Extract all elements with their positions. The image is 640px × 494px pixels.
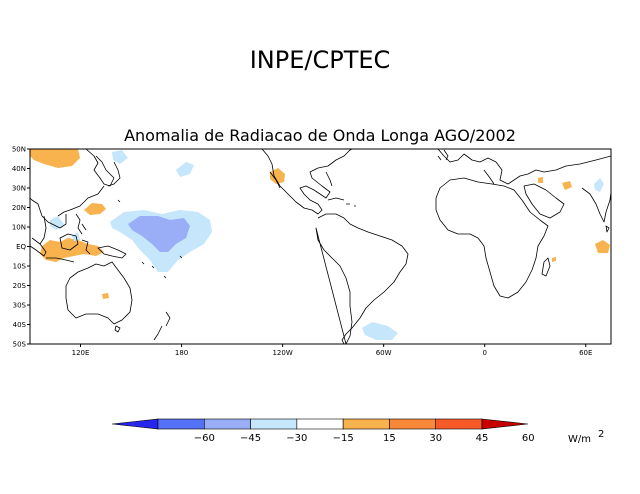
- colorbar-segment: [342, 418, 390, 430]
- positive-anomaly-arabia-1: [538, 177, 543, 183]
- positive-anomaly-arabia-2: [562, 181, 572, 190]
- lat-tick-label: 30N: [12, 185, 26, 193]
- colorbar-low-arrow: [111, 418, 159, 430]
- sulawesi: [81, 239, 91, 255]
- anomaly-shading: [30, 149, 610, 340]
- map-title: Anomalia de Radiacao de Onda Longa AGO/2…: [124, 126, 516, 145]
- lat-tick-label: 10S: [13, 263, 27, 271]
- colorbar-segment: [435, 418, 483, 430]
- organization-title: INPE/CPTEC: [250, 46, 391, 74]
- units-exponent: 2: [598, 429, 604, 440]
- borneo: [59, 233, 79, 251]
- australia: [65, 261, 133, 325]
- lat-tick-label: 40S: [13, 321, 27, 329]
- lat-tick-label: 40N: [12, 165, 26, 173]
- south-america: [315, 213, 409, 344]
- north-america: [261, 149, 353, 215]
- colorbar-segment: [296, 418, 344, 430]
- negative-anomaly-japan: [112, 150, 128, 164]
- colorbar: −60 −45 −30 −15 15 30 45 60: [111, 418, 535, 444]
- sri-lanka: [605, 225, 610, 233]
- india: [581, 187, 611, 223]
- lat-tick-label: 10N: [12, 224, 26, 232]
- new-zealand: [153, 311, 171, 341]
- pacific-islands: [117, 199, 183, 279]
- lat-tick-label: EQ: [16, 243, 26, 251]
- negative-anomaly-core: [128, 216, 190, 252]
- positive-anomaly-maritime-continent: [40, 238, 104, 262]
- lon-tick-label: 120E: [72, 349, 90, 357]
- negative-anomaly-south-china-sea: [50, 216, 64, 230]
- latitude-axis: 50N 40N 30N 20N 10N EQ 10S 20S 30S 40S 50S: [12, 146, 30, 349]
- colorbar-tick-label: 15: [383, 433, 396, 444]
- sumatra: [30, 237, 47, 257]
- lon-tick-label: 60E: [579, 349, 592, 357]
- baja-california: [269, 171, 281, 189]
- colorbar-segment: [250, 418, 298, 430]
- map-panel: [30, 149, 611, 344]
- florida: [325, 171, 333, 187]
- longitude-axis: 120E 180 120W 60W 0 60E: [72, 344, 592, 357]
- italy: [483, 169, 495, 185]
- new-guinea: [97, 245, 127, 259]
- colorbar-tick-label: −15: [333, 433, 354, 444]
- colorbar-tick-label: 60: [522, 433, 535, 444]
- japan-islands: [107, 161, 121, 187]
- europe: [437, 149, 611, 185]
- lat-tick-label: 50N: [12, 146, 26, 154]
- philippines: [75, 213, 87, 235]
- colorbar-tick-label: 30: [429, 433, 442, 444]
- colorbar-tick-label: 45: [476, 433, 489, 444]
- positive-anomaly-indian-ocean: [595, 240, 610, 253]
- caribbean-islands: [327, 197, 356, 207]
- colorbar-tick-label: −60: [194, 433, 215, 444]
- lat-tick-label: 30S: [13, 302, 27, 310]
- units-text: W/m: [568, 434, 591, 445]
- colorbar-tick-label: −45: [240, 433, 261, 444]
- lat-tick-label: 20N: [12, 204, 26, 212]
- arabian-peninsula: [523, 183, 565, 219]
- positive-anomaly-mexico: [270, 168, 285, 184]
- colorbar-high-arrow: [481, 418, 529, 430]
- british-isles: [437, 149, 449, 161]
- malay-peninsula: [39, 215, 47, 245]
- coastlines: [30, 149, 611, 344]
- units-label: W/m 2: [568, 429, 604, 445]
- colorbar-tick-label: −30: [286, 433, 307, 444]
- negative-anomaly-north-pacific: [176, 162, 194, 177]
- java: [46, 257, 75, 263]
- negative-anomaly-south-atlantic: [362, 322, 398, 340]
- positive-anomaly-north-china: [30, 149, 80, 168]
- africa: [435, 177, 549, 299]
- east-asia-coast: [30, 149, 115, 229]
- colorbar-segment: [203, 418, 251, 430]
- positive-anomaly-madagascar-area: [552, 257, 556, 262]
- lon-tick-label: 180: [175, 349, 188, 357]
- lon-tick-label: 0: [482, 349, 486, 357]
- lat-tick-label: 20S: [13, 282, 27, 290]
- positive-anomaly-australia: [102, 293, 109, 299]
- lon-tick-label: 120W: [272, 349, 292, 357]
- colorbar-segment: [389, 418, 437, 430]
- lon-tick-label: 60W: [376, 349, 392, 357]
- negative-anomaly-arabian-sea: [594, 178, 604, 192]
- lat-tick-label: 50S: [13, 341, 27, 349]
- colorbar-segment: [157, 418, 205, 430]
- madagascar: [541, 257, 551, 277]
- tasmania: [114, 325, 121, 333]
- positive-anomaly-philippine-sea: [84, 203, 106, 215]
